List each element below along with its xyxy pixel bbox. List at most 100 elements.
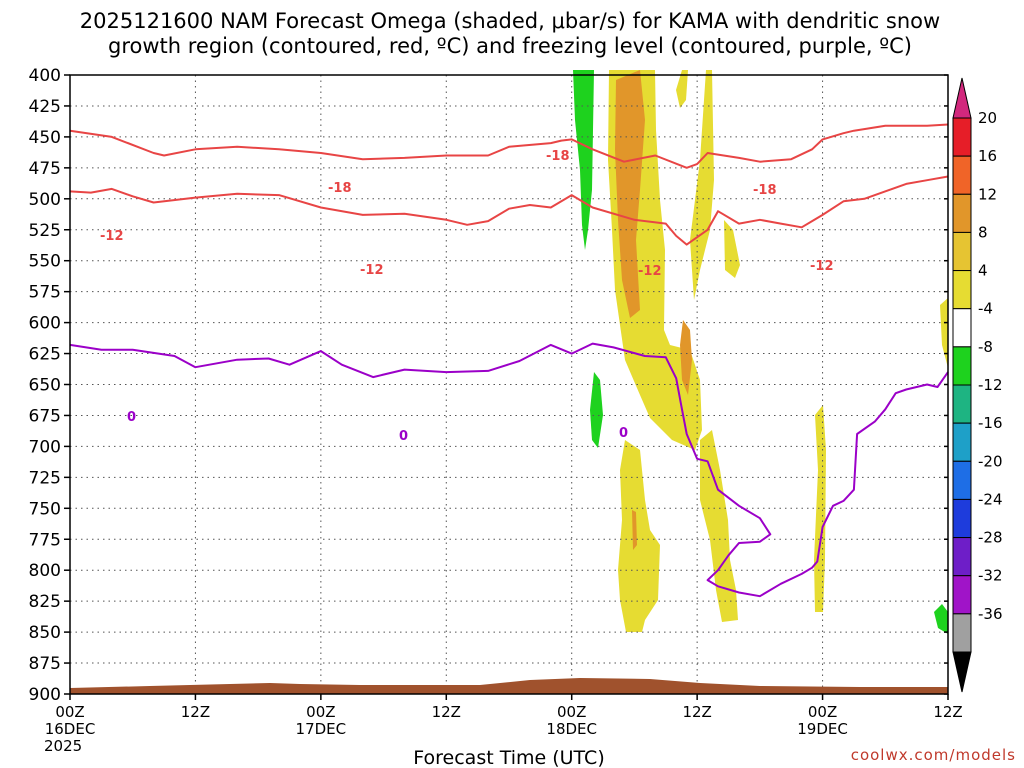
colorbar-bin: [952, 575, 972, 615]
colorbar-bin: [952, 537, 972, 577]
y-tick-label: 700: [29, 437, 61, 457]
y-tick-label: 875: [29, 654, 61, 674]
colorbar-level-label: -28: [978, 529, 1003, 547]
colorbar-level-label: 8: [978, 223, 988, 241]
contour-label-minus12: -12: [810, 259, 834, 274]
omega-yellow-column-tall: [690, 70, 714, 300]
colorbar-bin: [952, 117, 972, 157]
colorbar-bin: [952, 613, 972, 653]
omega-green-edge: [934, 604, 948, 634]
colorbar-bin: [952, 231, 972, 272]
colorbar-level-label: -4: [978, 300, 993, 318]
omega-yellow-column-lower: [618, 440, 660, 632]
y-tick-label: 650: [29, 376, 61, 396]
contour-label-zero: 0: [619, 426, 628, 441]
colorbar-level-label: 4: [978, 262, 988, 280]
omega-yellow-patch-mid: [724, 220, 740, 278]
y-tick-label: 775: [29, 530, 61, 550]
colorbar-level-label: -24: [978, 490, 1003, 508]
colorbar-bin: [952, 422, 972, 462]
omega-orange-sliver: [632, 510, 637, 550]
colorbar-level-label: 20: [978, 109, 997, 127]
colorbar-level-label: -20: [978, 452, 1003, 470]
colorbar-level-label: -32: [978, 567, 1003, 585]
x-tick-label: 12Z: [432, 703, 461, 721]
omega-orange-core-small: [680, 320, 692, 395]
colorbar-bin: [952, 193, 972, 233]
omega-green-patch-mid: [590, 372, 603, 448]
gridlines: [70, 75, 948, 694]
x-tick-label: 12Z: [933, 703, 962, 721]
y-tick-label: 625: [29, 345, 61, 365]
omega-orange-core: [615, 70, 645, 318]
colorbar-level-label: -12: [978, 376, 1003, 394]
y-tick-label: 800: [29, 561, 61, 581]
omega-yellow-column-upper-right: [676, 70, 688, 108]
colorbar-bin: [952, 384, 972, 424]
omega-yellow-edge: [940, 298, 948, 368]
colorbar-bin: [952, 460, 972, 500]
y-axis-ticks: 400 425 450 475 500 525 550 575 600 625 650 675 700 7…: [29, 66, 948, 705]
y-tick-label: 575: [29, 283, 61, 303]
x-tick-day-label: 19DEC: [797, 720, 848, 738]
credit-text: coolwx.com/models: [851, 746, 1016, 764]
contour-label-minus12: -12: [100, 229, 124, 244]
contour-label-zero: 0: [399, 429, 408, 444]
x-tick-label: 00Z: [808, 703, 837, 721]
x-tick-day-label: 17DEC: [296, 720, 347, 738]
contour-line: [69, 175, 949, 246]
contour-label-zero: 0: [127, 410, 136, 425]
x-tick-day-label: 16DEC: [45, 720, 96, 738]
contour-line: [69, 123, 949, 169]
x-tick-year-label: 2025: [44, 737, 82, 755]
colorbar-level-label: 12: [978, 185, 997, 203]
omega-yellow-column-right: [700, 430, 738, 622]
colorbar-level-label: -8: [978, 338, 993, 356]
omega-colorbar: 20 16 12 8 4 -4 -8 -12 -16 -20 -24 -28 -32 -36: [952, 77, 1003, 693]
y-tick-label: 600: [29, 314, 61, 334]
contour-label-minus18: -18: [328, 181, 352, 196]
y-tick-label: 500: [29, 190, 61, 210]
x-tick-day-label: 18DEC: [546, 720, 597, 738]
x-axis-title: Forecast Time (UTC): [413, 747, 604, 768]
colorbar-bottom-arrow: [952, 651, 972, 693]
contour-line: [69, 342, 949, 598]
y-tick-label: 725: [29, 468, 61, 488]
y-tick-label: 550: [29, 252, 61, 272]
plot-frame: [69, 74, 949, 695]
y-tick-label: 475: [29, 159, 61, 179]
y-tick-label: 450: [29, 128, 61, 148]
colorbar-top-arrow: [952, 77, 972, 119]
y-tick-label: 400: [29, 66, 61, 86]
contour-lines: [69, 123, 949, 598]
y-tick-label: 850: [29, 623, 61, 643]
contour-label-minus12: -12: [638, 264, 662, 279]
colorbar-bin: [952, 155, 972, 195]
colorbar-level-label: -36: [978, 605, 1003, 623]
contour-label-minus18: -18: [546, 149, 570, 164]
y-tick-label: 825: [29, 592, 61, 612]
contour-labels: -18 -18 -18 -12 -12 -12 -12 0 0 0: [100, 149, 834, 444]
colorbar-bin: [952, 498, 972, 539]
contour-label-minus12: -12: [360, 263, 384, 278]
colorbar-bin: [952, 270, 972, 310]
x-tick-label: 00Z: [55, 703, 84, 721]
y-tick-label: 675: [29, 406, 61, 426]
colorbar-bin: [952, 346, 972, 386]
y-tick-label: 425: [29, 97, 61, 117]
chart-title-line2: growth region (contoured, red, ºC) and f…: [108, 34, 912, 58]
x-tick-label: 12Z: [181, 703, 210, 721]
terrain-surface: [70, 678, 948, 694]
x-tick-label: 00Z: [306, 703, 335, 721]
x-tick-label: 00Z: [557, 703, 586, 721]
chart-title-line1: 2025121600 NAM Forecast Omega (shaded, μ…: [80, 9, 940, 33]
colorbar-level-label: 16: [978, 147, 997, 165]
y-tick-label: 525: [29, 221, 61, 241]
contour-label-minus18: -18: [753, 183, 777, 198]
y-tick-label: 900: [29, 685, 61, 705]
colorbar-bin: [952, 308, 972, 348]
y-tick-label: 750: [29, 499, 61, 519]
colorbar-level-label: -16: [978, 414, 1003, 432]
